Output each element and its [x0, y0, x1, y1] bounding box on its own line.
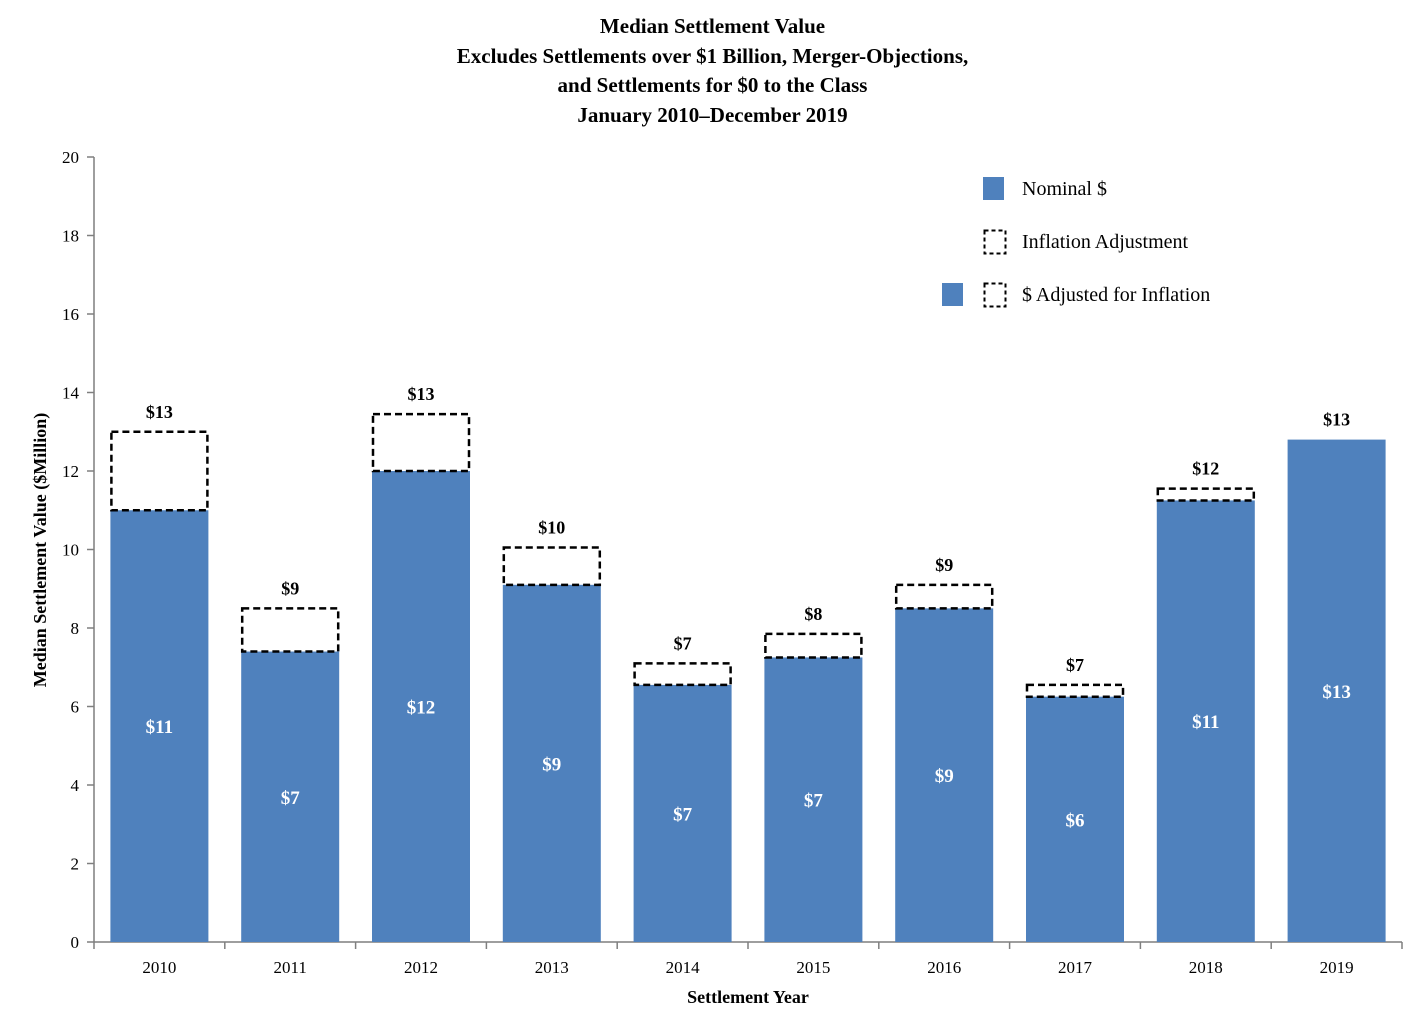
x-tick-label: 2014 — [666, 958, 701, 977]
y-tick-label: 0 — [71, 933, 80, 952]
bar-nominal-2011 — [241, 651, 340, 942]
x-axis: 2010 2011 2012 2013 2014 2015 2016 2017 2018 2019 — [93, 941, 1403, 977]
bar-nominal-2012 — [372, 471, 470, 942]
x-tick-label: 2016 — [927, 958, 961, 977]
nominal-value-label-2019: $13 — [1322, 682, 1351, 703]
legend-label-nominal: Nominal $ — [1022, 178, 1107, 200]
bar-inflation-adjustment-2013 — [502, 546, 602, 587]
y-tick-label: 4 — [71, 776, 80, 795]
chart-title-line-1: Median Settlement Value — [599, 14, 826, 38]
nominal-value-label-2018: $11 — [1192, 712, 1219, 733]
bar-nominal-2013 — [502, 584, 601, 942]
nominal-value-label-2016: $9 — [935, 766, 954, 787]
adjusted-value-label-2018: $12 — [1192, 459, 1219, 479]
bar-nominal-2010 — [110, 510, 209, 942]
adjusted-value-label-2019: $13 — [1323, 410, 1350, 430]
data-labels: $13 $11 $9 $7 $13 $12 $10 $9 $7 $7 $8 $7 $9 $9 $7 $6 $12… — [146, 384, 1351, 831]
y-tick-label: 6 — [71, 698, 80, 717]
bar-inflation-adjustment-2016 — [894, 583, 994, 610]
legend-swatch-adjusted-fill — [942, 283, 963, 306]
y-tick-label: 16 — [62, 305, 79, 324]
nominal-value-label-2011: $7 — [281, 788, 301, 809]
y-axis: 0 2 4 6 8 10 12 14 16 18 20 — [62, 148, 95, 952]
x-tick-label: 2010 — [142, 958, 176, 977]
chart-title-line-4: January 2010–December 2019 — [577, 102, 848, 127]
bar-nominal-2015 — [764, 657, 863, 942]
legend-swatch-adjusted-border — [983, 282, 1007, 308]
x-tick-label: 2012 — [404, 958, 438, 977]
legend-swatch-inflation — [983, 229, 1007, 255]
adjusted-value-label-2011: $9 — [281, 578, 299, 598]
adjusted-value-label-2013: $10 — [538, 518, 565, 538]
chart-title: Median Settlement Value Excludes Settlem… — [0, 12, 1425, 130]
y-tick-label: 14 — [62, 384, 80, 403]
y-tick-label: 12 — [62, 462, 79, 481]
bar-nominal-2016 — [895, 608, 994, 942]
adjusted-value-label-2015: $8 — [804, 604, 822, 624]
x-tick-label: 2017 — [1058, 958, 1093, 977]
y-tick-label: 8 — [71, 619, 80, 638]
nominal-value-label-2017: $6 — [1066, 810, 1085, 831]
legend: Nominal $ Inflation Adjustment $ Adjuste… — [942, 177, 1210, 308]
bar-inflation-adjustment-2018 — [1156, 487, 1256, 502]
bar-inflation-adjustment-2012 — [371, 412, 471, 473]
x-tick-label: 2019 — [1320, 958, 1354, 977]
legend-swatch-nominal — [983, 177, 1004, 200]
x-tick-label: 2018 — [1189, 958, 1223, 977]
x-axis-title: Settlement Year — [687, 987, 809, 1007]
bar-inflation-adjustment-2014 — [633, 662, 732, 687]
y-tick-label: 18 — [62, 227, 79, 246]
legend-label-adjusted: $ Adjusted for Inflation — [1022, 284, 1210, 306]
chart-title-line-3: and Settlements for $0 to the Class — [557, 73, 868, 97]
nominal-value-label-2013: $9 — [542, 754, 561, 775]
adjusted-value-label-2017: $7 — [1066, 655, 1084, 675]
nominal-value-label-2010: $11 — [146, 717, 173, 738]
bar-nominal-2014 — [633, 684, 732, 942]
y-tick-label: 2 — [71, 855, 80, 874]
nominal-value-label-2012: $12 — [407, 698, 436, 719]
x-tick-label: 2011 — [274, 958, 307, 977]
x-tick-label: 2015 — [796, 958, 830, 977]
adjusted-value-label-2016: $9 — [935, 555, 953, 575]
bars — [110, 412, 1386, 942]
nominal-value-label-2015: $7 — [804, 791, 824, 812]
adjusted-value-label-2012: $13 — [408, 384, 435, 404]
bar-inflation-adjustment-2010 — [110, 430, 209, 512]
x-tick-label: 2013 — [535, 958, 569, 977]
y-tick-label: 10 — [62, 541, 79, 560]
y-tick-label: 20 — [62, 148, 79, 167]
bar-inflation-adjustment-2017 — [1025, 683, 1125, 698]
nominal-value-label-2014: $7 — [673, 804, 693, 825]
bar-inflation-adjustment-2011 — [240, 607, 340, 653]
chart-title-line-2: Excludes Settlements over $1 Billion, Me… — [456, 43, 969, 68]
bar-nominal-2017 — [1026, 696, 1124, 942]
adjusted-value-label-2010: $13 — [146, 402, 173, 422]
bar-inflation-adjustment-2015 — [764, 632, 863, 659]
adjusted-value-label-2014: $7 — [674, 633, 692, 653]
bar-nominal-2019 — [1287, 439, 1386, 942]
bar-nominal-2018 — [1156, 500, 1255, 942]
y-axis-title: Median Settlement Value ($Million) — [30, 413, 51, 687]
legend-label-inflation: Inflation Adjustment — [1022, 231, 1189, 253]
